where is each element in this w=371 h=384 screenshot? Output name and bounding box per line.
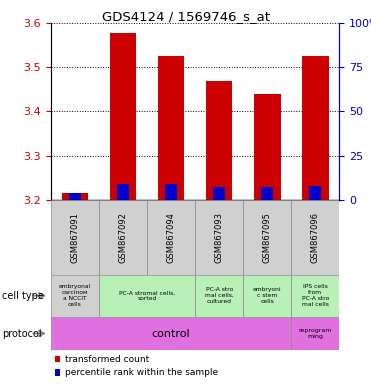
Text: embryoni
c stem
cells: embryoni c stem cells (253, 287, 282, 304)
Bar (55, 369, 60, 376)
Text: transformed count: transformed count (65, 354, 149, 364)
Bar (147, 200, 195, 275)
Bar (195, 200, 243, 275)
Text: control: control (152, 328, 190, 339)
Text: GSM867094: GSM867094 (167, 212, 175, 263)
Bar (309, 185, 321, 200)
Bar (195, 275, 243, 317)
Text: GDS4124 / 1569746_s_at: GDS4124 / 1569746_s_at (102, 10, 269, 23)
Bar (51, 275, 99, 317)
Bar (291, 275, 339, 317)
Bar (158, 56, 184, 200)
Bar (243, 200, 291, 275)
Text: GSM867096: GSM867096 (311, 212, 320, 263)
Bar (117, 184, 129, 200)
Text: protocol: protocol (2, 328, 42, 339)
Text: GSM867095: GSM867095 (263, 212, 272, 263)
Text: IPS cells
from
PC-A stro
mal cells: IPS cells from PC-A stro mal cells (302, 285, 329, 307)
Text: GSM867093: GSM867093 (215, 212, 224, 263)
Bar (291, 200, 339, 275)
Text: cell type: cell type (2, 291, 44, 301)
Bar (110, 33, 136, 200)
Bar (254, 94, 280, 200)
Bar (165, 184, 177, 200)
Text: PC-A stro
mal cells,
cultured: PC-A stro mal cells, cultured (205, 287, 234, 304)
Bar (51, 317, 291, 350)
Bar (302, 56, 329, 200)
Bar (51, 200, 99, 275)
Bar (213, 187, 225, 200)
Bar (55, 356, 60, 362)
Bar (206, 81, 232, 200)
Text: percentile rank within the sample: percentile rank within the sample (65, 368, 218, 377)
Bar (291, 317, 339, 350)
Bar (243, 275, 291, 317)
Bar (62, 193, 88, 200)
Text: GSM867091: GSM867091 (70, 212, 79, 263)
Text: PC-A stromal cells,
sorted: PC-A stromal cells, sorted (119, 290, 175, 301)
Text: GSM867092: GSM867092 (118, 212, 128, 263)
Bar (99, 275, 195, 317)
Bar (69, 193, 81, 200)
Text: reprogram
ming: reprogram ming (299, 328, 332, 339)
Text: embryonal
carcinoм
a NCCIT
cells: embryonal carcinoм a NCCIT cells (59, 285, 91, 307)
Bar (261, 187, 273, 200)
Bar (99, 200, 147, 275)
